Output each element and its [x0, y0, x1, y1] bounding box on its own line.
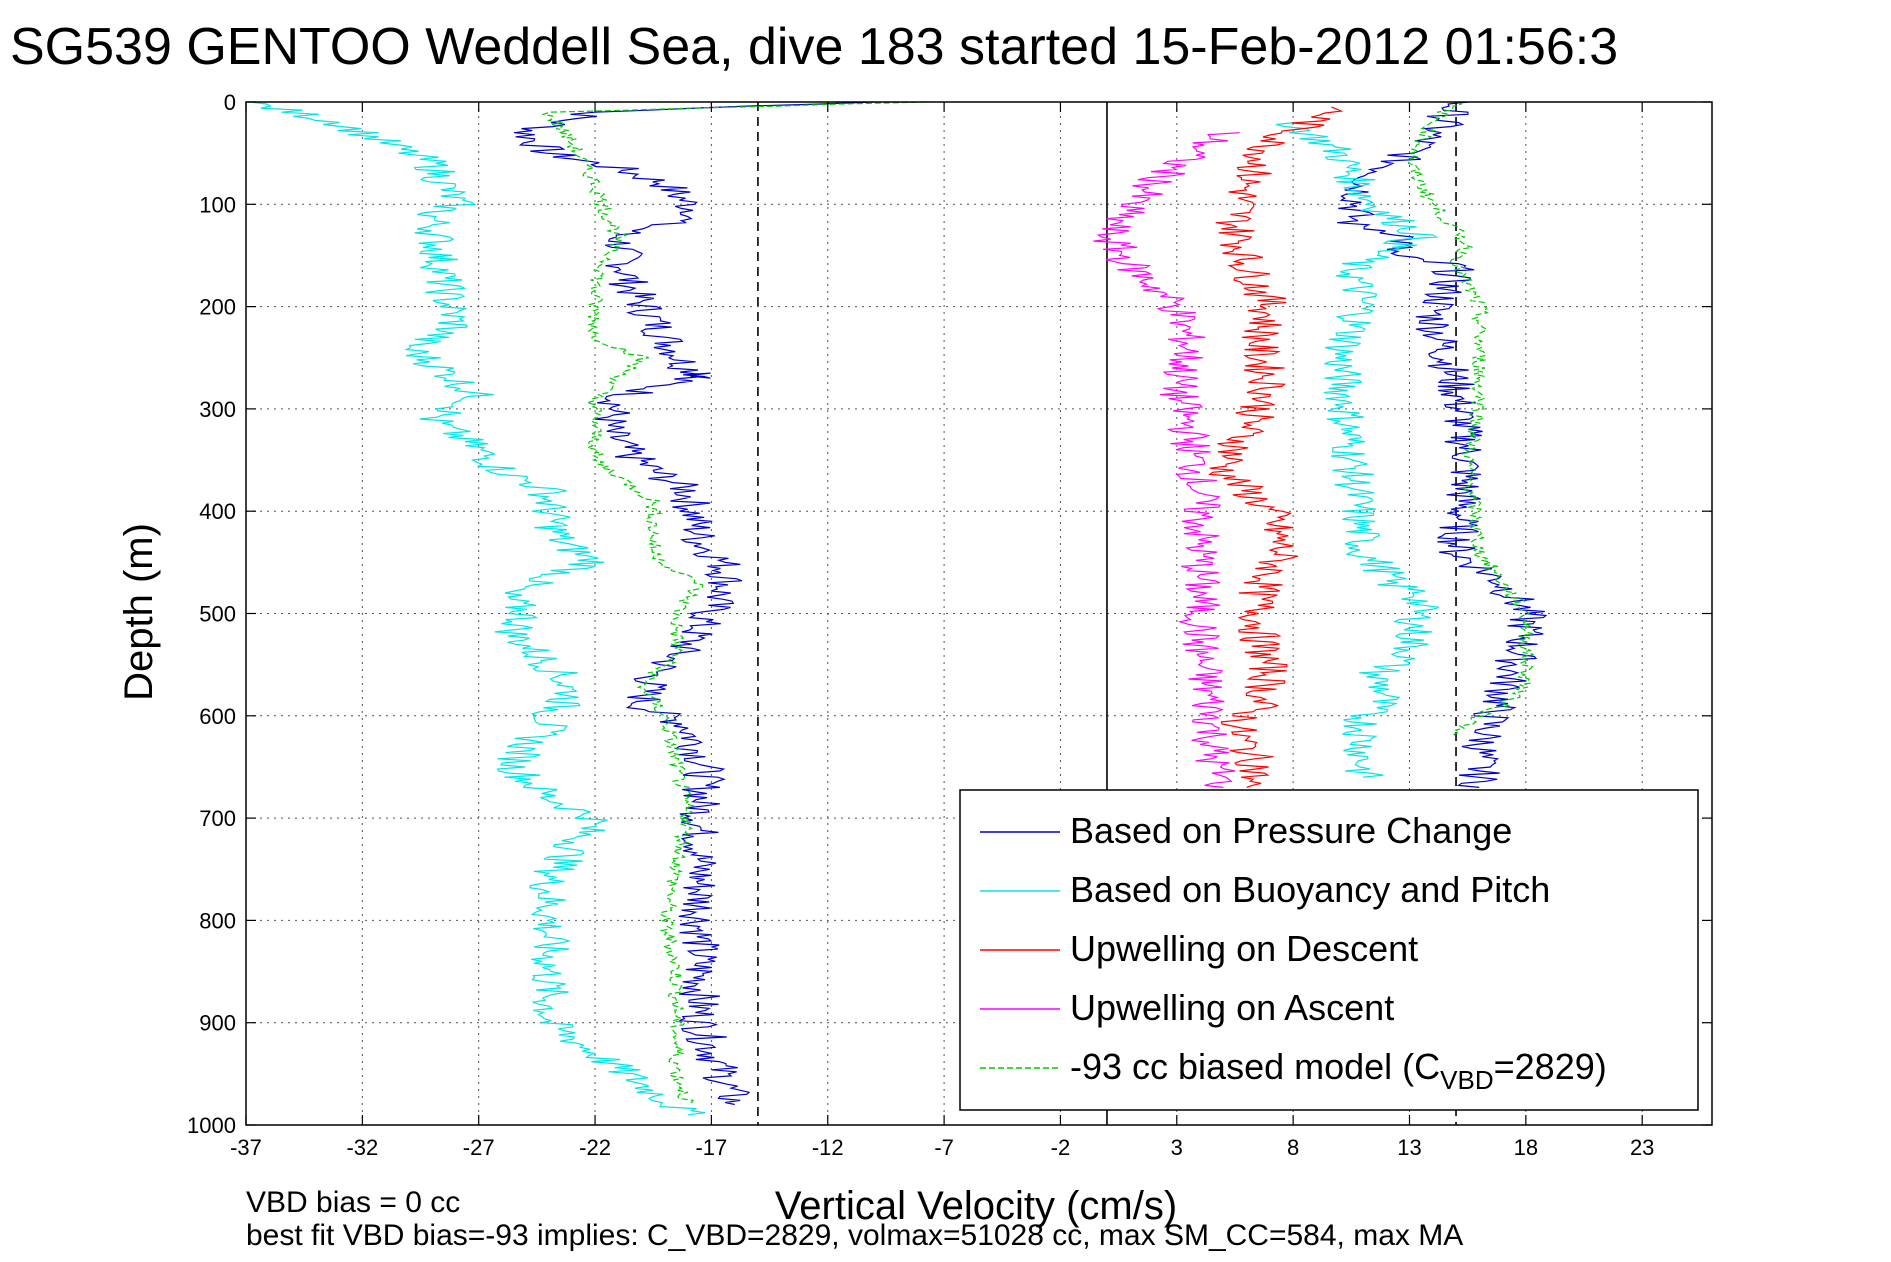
x-tick-label: 18: [1514, 1135, 1538, 1160]
series-line: [1406, 101, 1534, 737]
legend-label: -93 cc biased model (CVBD=2829): [1070, 1046, 1607, 1095]
y-tick-label: 300: [199, 397, 236, 422]
series-line: [1093, 132, 1240, 788]
series-line: [1208, 106, 1344, 788]
legend-label: Upwelling on Ascent: [1070, 987, 1394, 1028]
legend-box: [959, 789, 1699, 1111]
y-tick-label: 0: [224, 90, 236, 115]
series-3: [1093, 132, 1240, 788]
x-tick-label: -12: [812, 1135, 844, 1160]
series-line: [514, 101, 874, 1106]
x-axis-label: Vertical Velocity (cm/s): [775, 1184, 1177, 1228]
x-tick-label: -17: [695, 1135, 727, 1160]
x-tick-label: 23: [1630, 1135, 1654, 1160]
legend-label: Based on Pressure Change: [1070, 810, 1512, 851]
x-tick-label: -7: [934, 1135, 954, 1160]
series-0: [514, 101, 1548, 1106]
series-1: [249, 101, 1440, 1116]
legend-label: Based on Buoyancy and Pitch: [1070, 869, 1550, 910]
y-tick-label: 500: [199, 602, 236, 627]
x-tick-label: -32: [346, 1135, 378, 1160]
axis-ticks: -37 -32 -27 -22 -17 -12 -7 -2 3 8 13 18 23 0 100 200 300…: [187, 90, 1712, 1160]
legend-subscript: VBD: [1440, 1065, 1493, 1095]
legend-suffix: =2829): [1494, 1046, 1607, 1087]
y-axis-label: Depth (m): [117, 523, 161, 701]
series-line: [1337, 101, 1548, 788]
vbd-bias-note: VBD bias = 0 cc: [246, 1186, 460, 1219]
x-tick-label: 3: [1171, 1135, 1183, 1160]
y-tick-label: 1000: [187, 1113, 236, 1138]
x-tick-label: 8: [1287, 1135, 1299, 1160]
series-line: [249, 101, 706, 1116]
best-fit-note: best fit VBD bias=-93 implies: C_VBD=282…: [246, 1219, 1463, 1252]
y-tick-label: 200: [199, 295, 236, 320]
x-tick-label: -22: [579, 1135, 611, 1160]
plot-area: [245, 101, 1713, 1126]
series-4: [541, 101, 1534, 1106]
y-tick-label: 400: [199, 499, 236, 524]
y-tick-label: 600: [199, 704, 236, 729]
legend: Based on Pressure Change Based on Buoyanc…: [959, 789, 1699, 1111]
y-tick-label: 700: [199, 806, 236, 831]
y-tick-label: 100: [199, 192, 236, 217]
series-line: [541, 101, 926, 1106]
x-tick-label: -2: [1051, 1135, 1071, 1160]
x-tick-label: -27: [463, 1135, 495, 1160]
series-line: [1276, 121, 1440, 778]
x-tick-label: 13: [1397, 1135, 1421, 1160]
legend-label: Upwelling on Descent: [1070, 928, 1418, 969]
series-2: [1208, 106, 1344, 788]
x-tick-label: -37: [230, 1135, 262, 1160]
y-tick-label: 800: [199, 908, 236, 933]
chart-title: SG539 GENTOO Weddell Sea, dive 183 start…: [10, 18, 1618, 76]
y-tick-label: 900: [199, 1011, 236, 1036]
